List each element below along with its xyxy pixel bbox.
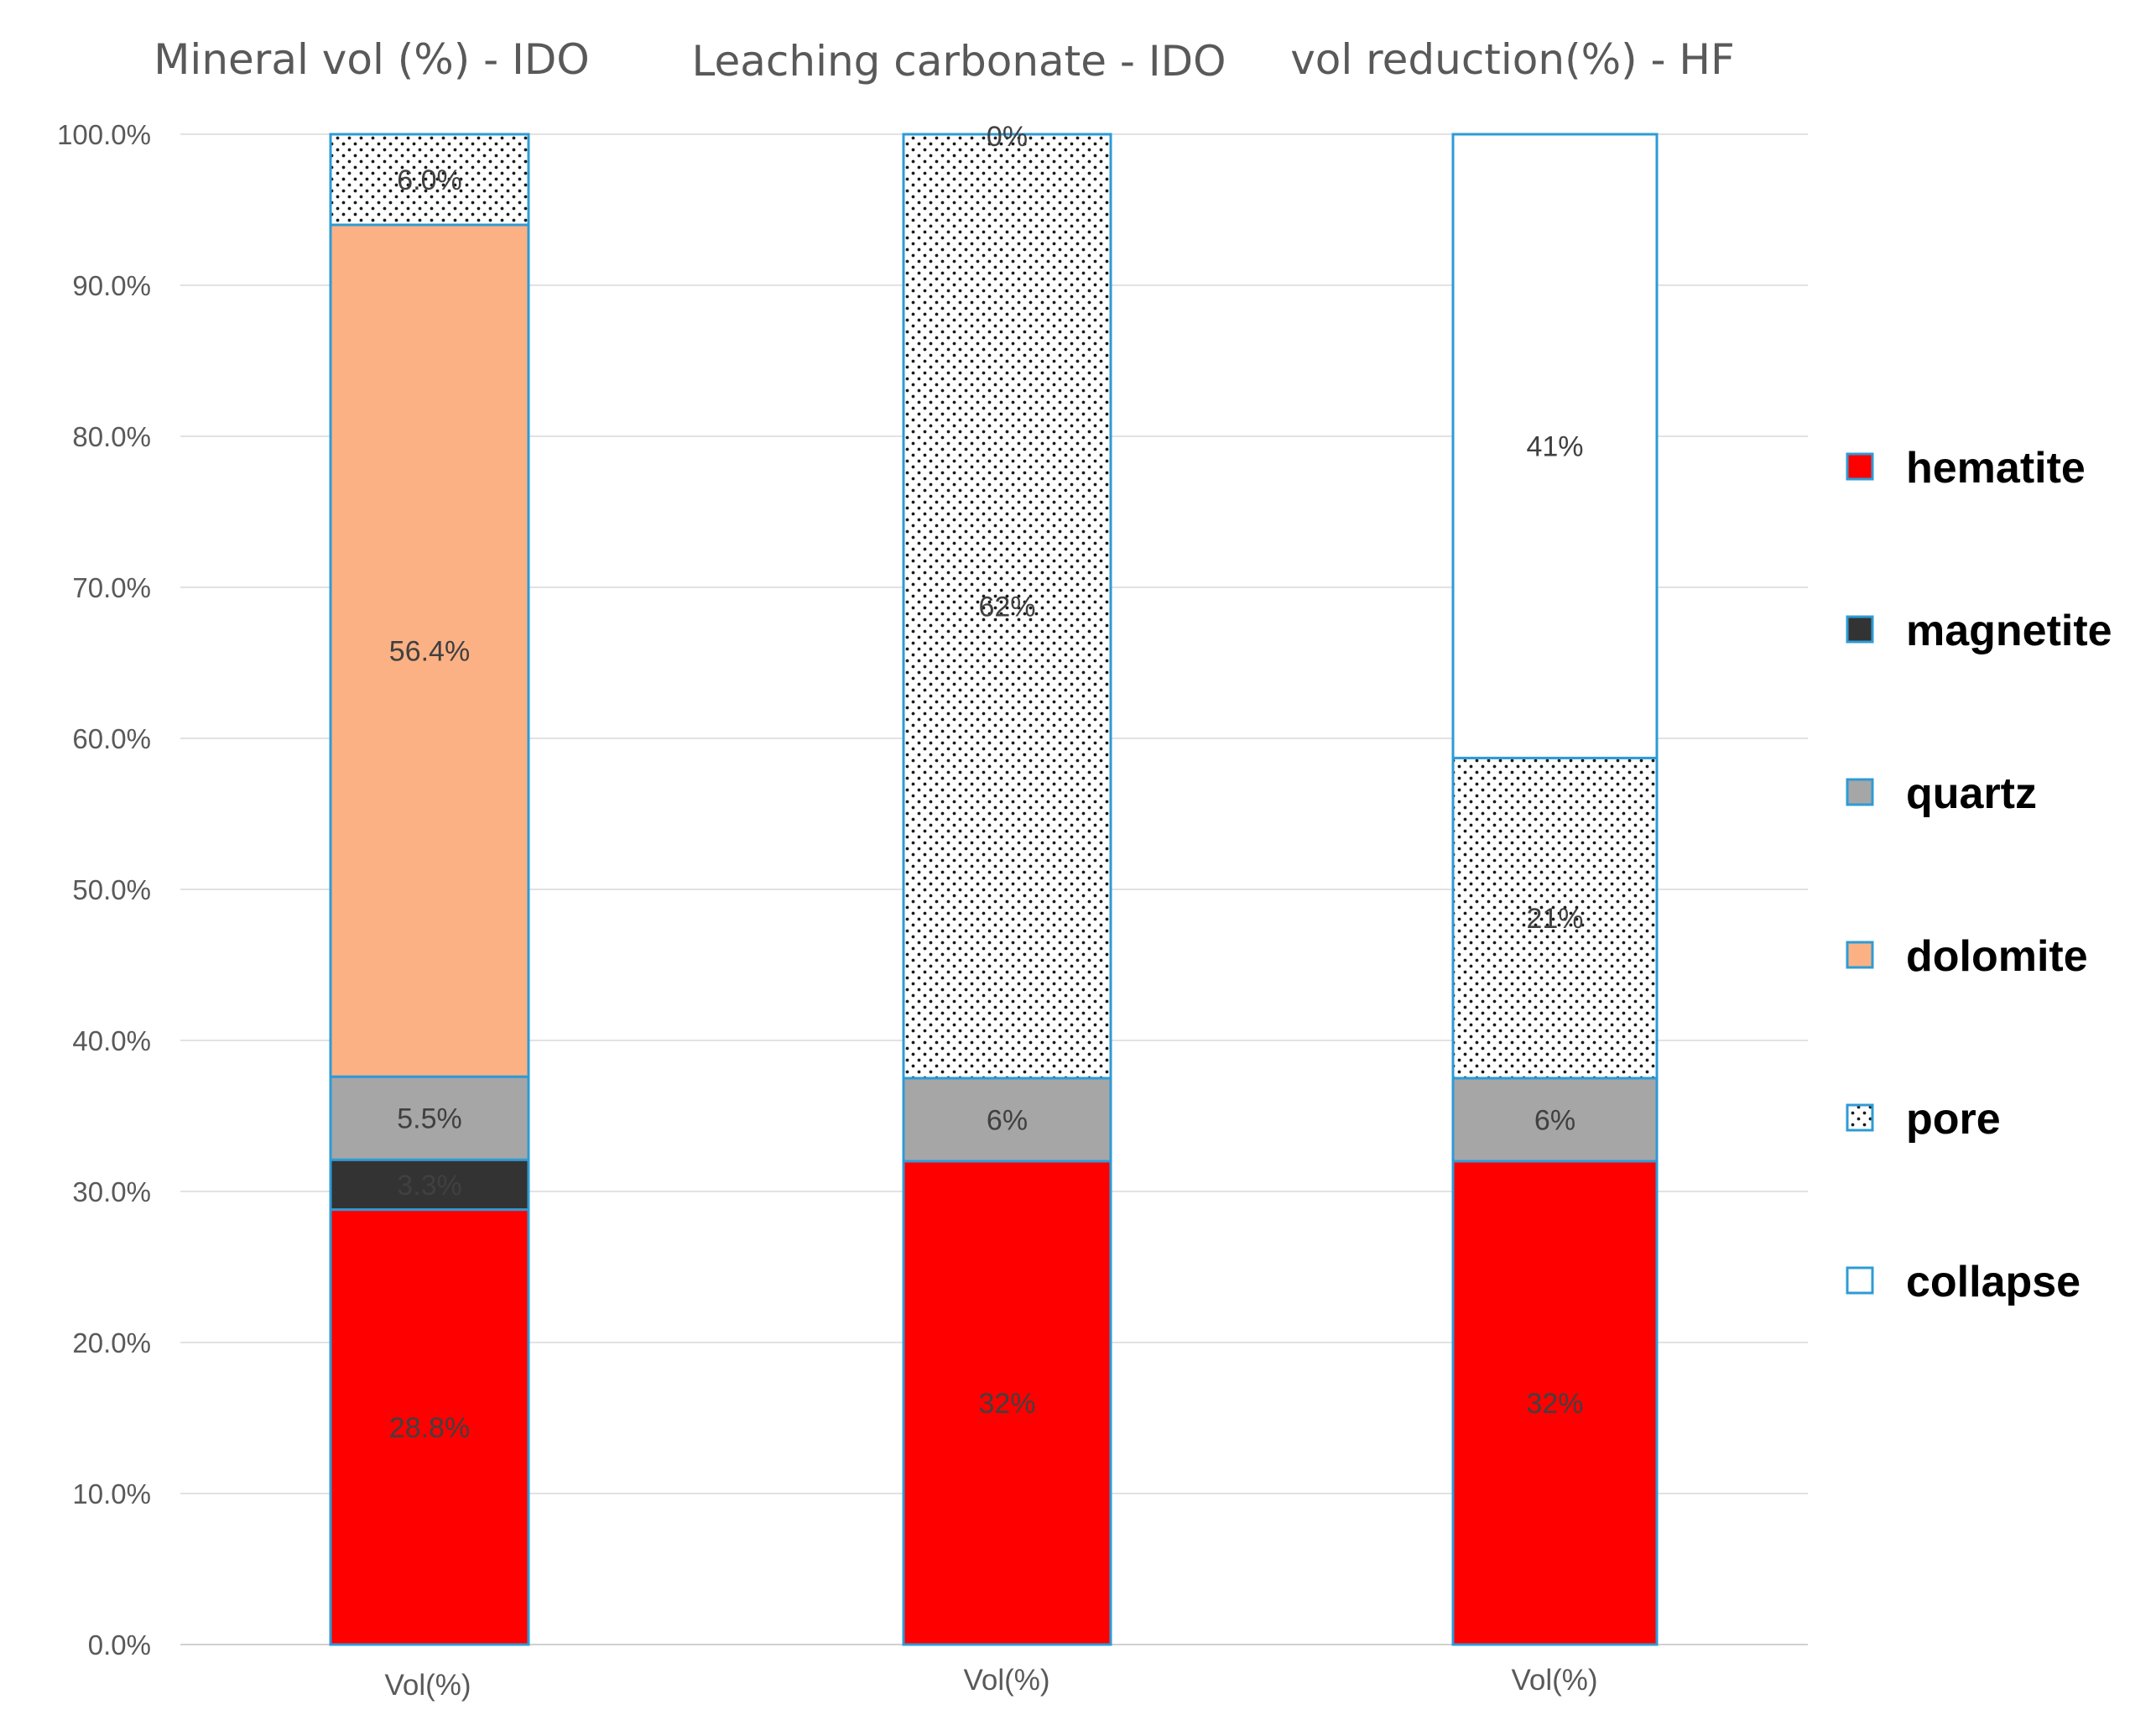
data-label-dolomite: 56.4% bbox=[389, 636, 470, 668]
y-tick-label: 10.0% bbox=[72, 1478, 151, 1509]
data-label-quartz: 5.5% bbox=[397, 1103, 462, 1135]
legend-item-collapse: collapse bbox=[1846, 1258, 2081, 1306]
y-tick-label: 80.0% bbox=[72, 421, 151, 452]
legend-swatch-collapse bbox=[1846, 1266, 1874, 1295]
y-tick-label: 100.0% bbox=[57, 119, 151, 150]
bar-segment-hematite bbox=[902, 1160, 1112, 1646]
legend-swatch-pore bbox=[1846, 1103, 1874, 1132]
category-label-2: Vol(%) bbox=[963, 1664, 1049, 1697]
data-label-pore: 21% bbox=[1526, 903, 1583, 935]
bars bbox=[329, 133, 1659, 1646]
data-label-pore: 62% bbox=[978, 592, 1035, 623]
legend-label-magnetite: magnetite bbox=[1906, 607, 2112, 655]
legend-swatch-hematite bbox=[1846, 452, 1874, 481]
data-label-quartz: 6% bbox=[1534, 1105, 1575, 1137]
legend-label-quartz: quartz bbox=[1906, 769, 2037, 818]
chart-title-2: Leaching carbonate - IDO bbox=[692, 37, 1226, 86]
bar-segment-collapse bbox=[1451, 133, 1659, 759]
data-label-collapse: 41% bbox=[1526, 431, 1583, 463]
legend-item-dolomite: dolomite bbox=[1846, 932, 2088, 981]
segment-labels: 28.8% 3.3% 5.5% 56.4% 6.0% 32% 6% 62% 0% 32% 6% 21%… bbox=[389, 121, 1584, 1444]
y-tick-label: 70.0% bbox=[72, 572, 151, 603]
bar-segment-quartz bbox=[329, 1075, 530, 1161]
legend-item-magnetite: magnetite bbox=[1846, 607, 2112, 655]
chart-title-1: Mineral vol (%) - IDO bbox=[154, 35, 589, 84]
data-label-hematite: 32% bbox=[978, 1388, 1035, 1420]
data-label-hematite: 32% bbox=[1526, 1388, 1583, 1420]
data-label-hematite: 28.8% bbox=[389, 1412, 470, 1444]
legend-swatch-quartz bbox=[1846, 778, 1874, 806]
category-label-3: Vol(%) bbox=[1511, 1664, 1597, 1697]
bar-segment-hematite bbox=[1451, 1160, 1659, 1646]
legend-label-hematite: hematite bbox=[1906, 444, 2086, 493]
legend-swatch-magnetite bbox=[1846, 615, 1874, 644]
bar-segment-dolomite bbox=[329, 223, 530, 1078]
legend-label-pore: pore bbox=[1906, 1095, 2001, 1144]
bar-segment-hematite bbox=[329, 1208, 530, 1646]
category-label-1: Vol(%) bbox=[384, 1669, 471, 1702]
bar-segment-pore bbox=[1451, 756, 1659, 1080]
y-tick-label: 90.0% bbox=[72, 270, 151, 301]
legend-item-quartz: quartz bbox=[1846, 769, 2037, 818]
y-tick-label: 50.0% bbox=[72, 874, 151, 905]
y-tick-label: 20.0% bbox=[72, 1327, 151, 1358]
legend-item-pore: pore bbox=[1846, 1095, 2001, 1144]
chart-title-3: vol reduction(%) - HF bbox=[1290, 35, 1735, 84]
bar-segment-quartz bbox=[1451, 1077, 1659, 1163]
legend-swatch-dolomite bbox=[1846, 941, 1874, 969]
y-tick-label: 0.0% bbox=[88, 1629, 151, 1660]
data-label-magnetite: 3.3% bbox=[397, 1170, 462, 1202]
bar-segment-magnetite bbox=[329, 1158, 530, 1212]
legend: hematite magnetite quartz dolomite pore … bbox=[1846, 444, 2112, 1306]
legend-label-dolomite: dolomite bbox=[1906, 932, 2088, 981]
data-label-collapse: 0% bbox=[987, 121, 1028, 153]
legend-label-collapse: collapse bbox=[1906, 1258, 2081, 1306]
legend-item-hematite: hematite bbox=[1846, 444, 2086, 493]
data-label-quartz: 6% bbox=[987, 1105, 1028, 1137]
bar-segment-pore bbox=[329, 133, 530, 227]
y-tick-label: 30.0% bbox=[72, 1176, 151, 1207]
y-tick-label: 60.0% bbox=[72, 723, 151, 754]
y-axis-tick-labels: 0.0% 10.0% 20.0% 30.0% 40.0% 50.0% 60.0% 70.0% 8… bbox=[57, 119, 151, 1660]
bar-segment-pore bbox=[902, 133, 1112, 1080]
data-label-pore: 6.0% bbox=[397, 164, 462, 196]
y-tick-label: 40.0% bbox=[72, 1025, 151, 1056]
